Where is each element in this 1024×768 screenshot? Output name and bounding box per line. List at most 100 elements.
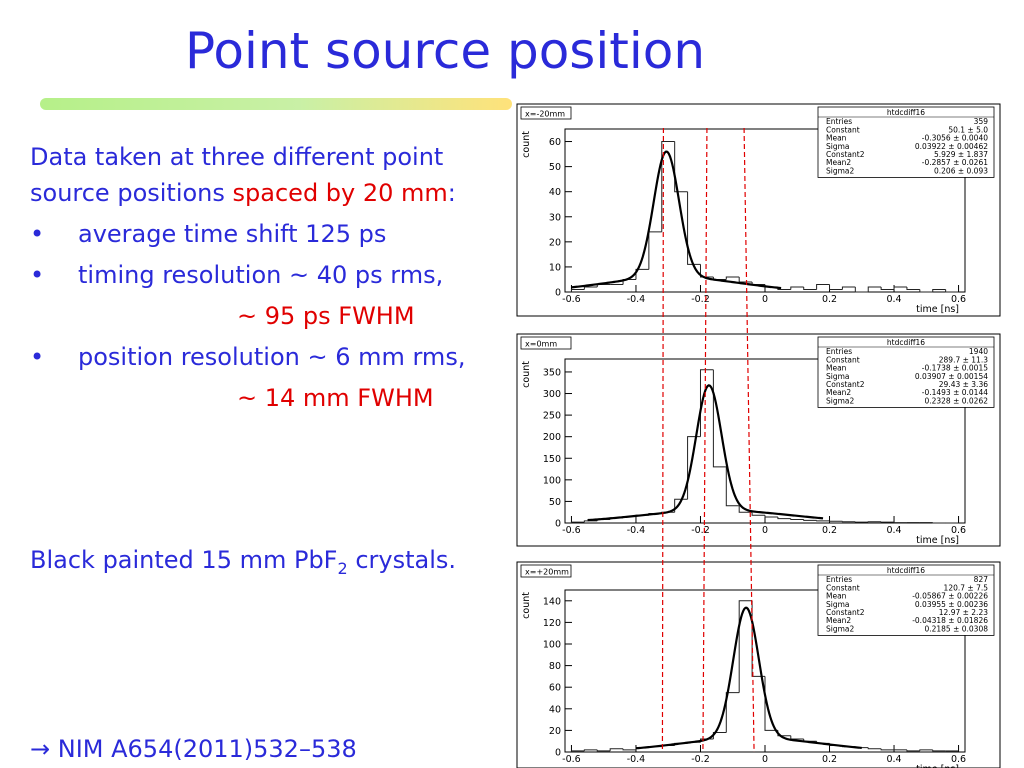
histogram-bin [635,747,649,750]
stats-value: 0.03907 ± 0.00154 [915,372,988,381]
x-tick-label: -0.2 [691,754,710,765]
histogram-bin [841,745,856,748]
y-tick-label: 300 [543,389,561,400]
stats-key: Entries [826,117,852,126]
histogram-bin [570,288,585,292]
histogram-bin [854,746,869,749]
panel-label-box [520,564,572,578]
histogram-bin [725,692,740,733]
x-tick-label: 0.6 [951,294,966,305]
annotation-bottom: t = t0 + 118 ps [805,658,984,684]
x-tick-label: -0.2 [691,525,710,536]
histogram-bin [687,191,701,265]
histogram-bin [751,600,765,677]
y-tick-label: 100 [543,475,561,486]
stats-title: htdcdiff16 [887,566,925,575]
stats-value: 0.03955 ± 0.00236 [915,600,988,609]
histogram-bin [712,276,727,280]
y-tick-label: 250 [543,411,561,422]
histogram-bin [596,749,611,752]
stats-key: Mean [826,364,847,373]
histogram-bin [880,748,895,751]
histogram-bin [738,276,753,283]
stats-value: 50.1 ± 5.0 [948,125,988,134]
histogram-bin [583,286,598,290]
histogram-bin [777,516,791,520]
stats-key: Constant2 [826,150,865,159]
x-tick-label: 0.4 [886,525,901,536]
histogram-bin [919,289,933,293]
histogram-bin [622,748,636,751]
histogram-bin [570,521,585,523]
histogram-bin [699,264,714,278]
stats-key: Constant [826,355,860,364]
bullet-marker-2: • [30,261,45,289]
crystals-tail: crystals. [347,546,457,574]
histogram-bin [712,732,727,740]
stats-title: htdcdiff16 [887,338,925,347]
stats-value: 0.206 ± 0.093 [934,166,988,175]
stats-key: Constant2 [826,608,865,617]
stats-value: 289.7 ± 11.3 [939,355,988,364]
y-tick-label: 30 [549,212,561,223]
histogram-bin [945,289,959,293]
panel-label: x=-20mm [525,110,565,119]
stats-box [817,336,995,408]
histogram-bin [570,750,585,752]
y-axis-label: count [521,131,532,158]
stats-key: Constant2 [826,380,865,389]
y-tick-label: 40 [549,187,561,198]
crystals-subscript: 2 [337,558,348,578]
x-tick-label: 0 [762,525,768,536]
y-tick-label: 80 [549,661,561,672]
y-tick-label: 350 [543,367,561,378]
intro-colon: : [447,179,456,207]
x-tick-label: 0.4 [886,754,901,765]
histogram-bin [867,747,882,750]
stats-value: -0.1493 ± 0.0144 [922,388,988,397]
histogram-bin [777,286,791,290]
bullet-marker-1: • [30,220,45,248]
y-tick-label: 60 [549,137,561,148]
x-tick-label: -0.4 [627,294,646,305]
histogram-bin [880,286,895,290]
histogram-bin [699,369,714,437]
x-tick-label: -0.2 [691,294,710,305]
y-tick-label: 140 [543,596,561,607]
histogram-bin [906,286,920,290]
y-tick-label: 50 [549,497,561,508]
y-tick-label: 20 [549,726,561,737]
bullet-1-text: average time shift 125 ps [78,220,387,248]
x-axis-label: time [ns] [916,535,959,546]
histogram-bin [738,505,753,513]
histogram-bin [893,286,907,290]
histogram-bin [932,749,946,752]
histogram-bin [829,284,843,290]
histogram-bin [919,749,933,751]
histogram-bin [764,515,778,518]
peak-position-dashed-line [702,127,708,753]
y-tick-label: 10 [549,262,561,273]
stats-value: 0.03922 ± 0.00462 [915,142,988,151]
y-tick-label: 100 [543,640,561,651]
histogram-bin [596,283,611,287]
peak-position-dashed-line [661,127,665,753]
histogram-bin [764,676,778,731]
stats-key: Mean2 [826,616,851,625]
histogram-panel-2: x=0mm htdcdiff16 Entries 1940 Constant 289.7 … [516,333,1001,547]
stats-value: 1940 [969,347,988,356]
stats-value: -0.1738 ± 0.0015 [922,364,988,373]
stats-key: Sigma [826,372,850,381]
x-tick-label: -0.4 [627,754,646,765]
histogram-bin [803,739,817,742]
histogram-bin [803,519,817,521]
histogram-bin [816,741,830,744]
histogram-bin [906,749,920,752]
stats-value: -0.3056 ± 0.0040 [922,134,988,143]
histogram-bin [829,743,843,747]
histogram-bin [648,746,662,748]
histogram-bin [674,141,688,193]
histogram-bin [687,436,701,500]
reference-link[interactable]: → NIM A654(2011)532–538 [30,735,357,763]
